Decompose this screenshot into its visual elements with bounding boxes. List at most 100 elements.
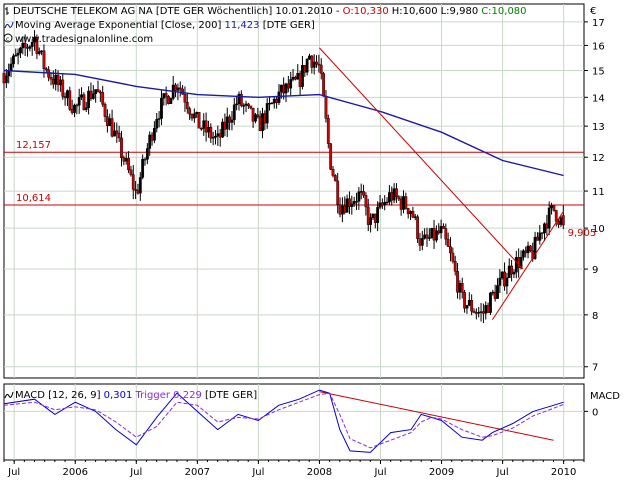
candle <box>489 291 492 315</box>
candle <box>510 260 513 282</box>
currency-label: € <box>590 6 596 17</box>
y-tick-label: 9 <box>592 265 598 276</box>
y-tick-label: 14 <box>592 93 605 104</box>
candle <box>225 107 229 138</box>
candle <box>101 85 105 107</box>
candle <box>427 228 431 241</box>
candle <box>103 102 107 123</box>
macd-legend-suffix: [DTE GER] <box>202 390 257 401</box>
candle <box>167 95 170 105</box>
trigger-line <box>3 392 564 449</box>
candle <box>430 227 434 239</box>
level-label: 12,157 <box>16 140 51 151</box>
candle <box>315 55 318 68</box>
candle <box>453 255 457 276</box>
candle <box>301 56 304 90</box>
candle <box>449 237 452 262</box>
candle <box>496 278 499 299</box>
candle <box>284 82 288 103</box>
candle <box>538 224 542 245</box>
candle <box>209 123 213 143</box>
candle <box>185 93 189 114</box>
macd-legend-value: 0,301 <box>104 390 133 401</box>
copyright-mark: c <box>6 36 9 43</box>
candle <box>169 97 173 104</box>
candle <box>141 154 145 180</box>
candle <box>246 102 250 109</box>
candle <box>512 269 516 279</box>
y-tick-label: 15 <box>592 67 605 78</box>
candle <box>366 198 370 232</box>
legend-ma-name: Moving Average Exponential [Close, 200] <box>15 20 225 31</box>
candle <box>329 142 333 171</box>
macd-y-tick-label: 0 <box>592 407 598 418</box>
candle <box>37 47 41 56</box>
candle <box>30 39 34 56</box>
candle <box>305 57 309 76</box>
candle <box>11 53 15 68</box>
candle <box>143 157 147 166</box>
candle <box>425 227 429 247</box>
candle <box>131 165 135 200</box>
candle <box>446 232 450 247</box>
legend-line-3: www.tradesignalonline.com <box>15 34 153 45</box>
candle <box>470 294 474 316</box>
y-tick-label: 7 <box>592 363 598 374</box>
x-tick-label: 2010 <box>551 467 576 478</box>
candle <box>395 183 398 203</box>
x-axis: Jul 2006 Jul 2007 Jul 2008 Jul 2009 Jul 2010 <box>3 460 585 478</box>
macd-legend-icon <box>4 391 14 399</box>
candle <box>472 308 476 314</box>
candle <box>434 225 438 243</box>
candle <box>61 74 65 100</box>
macd-series <box>3 389 564 453</box>
candle <box>138 172 142 201</box>
candle <box>96 80 100 93</box>
candle <box>232 97 236 126</box>
candle <box>28 45 32 52</box>
candle <box>73 103 76 118</box>
legend-close: C:10,080 <box>481 6 526 17</box>
candle <box>235 95 239 111</box>
annotation-label: 9,905 <box>568 228 597 239</box>
candle <box>352 196 356 207</box>
x-tick-label: 2007 <box>185 467 210 478</box>
candle <box>369 213 372 233</box>
level-label: 10,614 <box>16 193 51 204</box>
candle <box>87 86 90 115</box>
candle <box>199 127 203 131</box>
candle <box>197 112 201 129</box>
candle <box>540 232 544 240</box>
candle <box>331 165 335 178</box>
candle <box>336 172 340 214</box>
candle <box>442 223 445 229</box>
candle <box>77 88 81 114</box>
candle <box>155 112 159 133</box>
candle <box>364 192 368 216</box>
candle <box>420 230 424 251</box>
y-tick-label: 16 <box>592 41 605 52</box>
candle <box>16 48 20 65</box>
candle <box>383 195 387 211</box>
macd-legend: MACD [12, 26, 9] 0,301 Trigger 0,229 [DT… <box>4 390 257 401</box>
candle <box>404 192 408 210</box>
price-trendline <box>319 47 524 270</box>
candle <box>75 103 79 115</box>
candle <box>148 131 152 156</box>
candle <box>289 71 293 96</box>
macd-line <box>3 389 564 453</box>
candle <box>326 114 330 149</box>
candle <box>350 195 354 215</box>
candle <box>498 269 502 294</box>
candle <box>463 290 466 313</box>
candle <box>164 86 168 106</box>
candle-legend-icon <box>5 7 9 15</box>
candle <box>23 34 27 57</box>
candle <box>547 201 551 236</box>
x-tick-label: Jul <box>7 467 20 478</box>
x-tick-label: Jul <box>129 467 142 478</box>
macd-legend-text: MACD [12, 26, 9] 0,301 Trigger 0,229 [DT… <box>15 390 257 401</box>
candle <box>322 71 325 97</box>
candle <box>319 58 323 80</box>
candle <box>157 111 161 128</box>
